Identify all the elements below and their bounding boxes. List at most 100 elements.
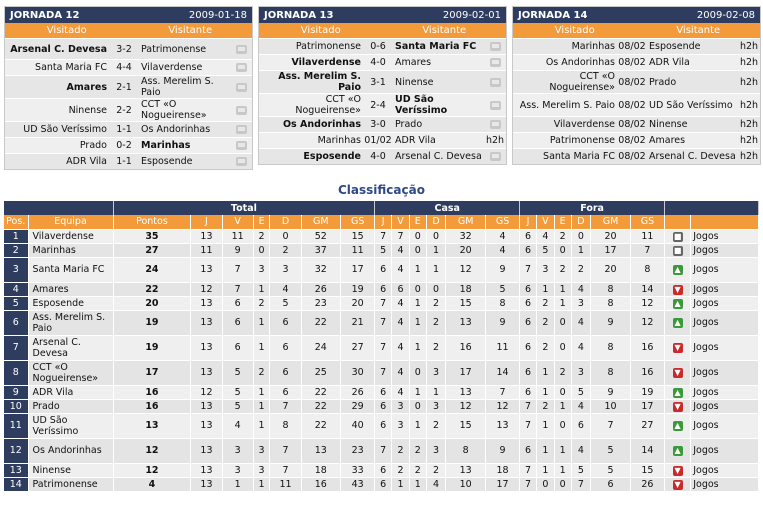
home-team[interactable]: Ass. Merelim S. Paio — [519, 99, 615, 111]
h2h-link[interactable]: h2h — [739, 76, 759, 88]
home-team[interactable]: Vilaverdense — [553, 119, 615, 130]
home-team[interactable]: Santa Maria FC — [35, 62, 107, 73]
team-name[interactable]: Vilaverdense — [28, 228, 114, 243]
match-row[interactable]: CCT «O Nogueirense» 08/02 Prado h2h — [513, 70, 760, 93]
match-row[interactable]: CCT «O Nogueirense» 2-4 UD São Veríssimo — [259, 93, 506, 116]
match-row[interactable]: Marinhas 08/02 Esposende h2h — [513, 38, 760, 54]
away-team[interactable]: Vilaverdense — [141, 62, 203, 73]
home-team[interactable]: Vilaverdense — [291, 57, 361, 68]
away-team[interactable]: Esposende — [649, 41, 701, 52]
team-name[interactable]: Patrimonense — [28, 476, 114, 491]
tv-icon[interactable] — [230, 60, 252, 75]
h2h-link[interactable]: h2h — [739, 99, 759, 111]
home-team[interactable]: Patrimonense — [295, 41, 361, 52]
home-team[interactable]: CCT «O Nogueirense» — [295, 94, 361, 116]
tv-icon[interactable] — [230, 99, 252, 121]
match-row[interactable]: ADR Vila 1-1 Esposende — [5, 153, 252, 169]
tv-icon[interactable] — [230, 154, 252, 169]
team-name[interactable]: Os Andorinhas — [28, 437, 114, 463]
games-link[interactable]: Jogos — [690, 228, 759, 243]
match-row[interactable]: Marinhas 01/02 ADR Vila h2h — [259, 132, 506, 148]
tv-icon[interactable] — [484, 94, 506, 116]
home-team[interactable]: Os Andorinhas — [282, 119, 361, 130]
tv-icon[interactable] — [230, 138, 252, 153]
match-row[interactable]: Os Andorinhas 08/02 ADR Vila h2h — [513, 54, 760, 70]
match-row[interactable]: Santa Maria FC 4-4 Vilaverdense — [5, 59, 252, 75]
match-row[interactable]: Santa Maria FC 08/02 Arsenal C. Devesa h… — [513, 148, 760, 164]
tv-icon[interactable] — [230, 122, 252, 137]
team-name[interactable]: Ninense — [28, 462, 114, 477]
away-team[interactable]: Marinhas — [141, 140, 191, 151]
home-team[interactable]: UD São Veríssimo — [23, 124, 107, 135]
home-team[interactable]: ADR Vila — [66, 156, 107, 167]
h2h-link[interactable]: h2h — [739, 119, 759, 130]
home-team[interactable]: Marinhas — [571, 41, 615, 52]
match-row[interactable]: UD São Veríssimo 1-1 Os Andorinhas — [5, 121, 252, 137]
team-name[interactable]: Ass. Merelim S. Paio — [28, 309, 114, 335]
match-row[interactable]: Amares 2-1 Ass. Merelim S. Paio — [5, 75, 252, 98]
away-team[interactable]: Prado — [395, 119, 423, 130]
h2h-link[interactable]: h2h — [739, 41, 759, 52]
team-name[interactable]: ADR Vila — [28, 384, 114, 399]
away-team[interactable]: UD São Veríssimo — [395, 94, 448, 116]
games-link[interactable]: Jogos — [690, 462, 759, 477]
away-team[interactable]: Ninense — [649, 119, 688, 130]
home-team[interactable]: Esposende — [303, 151, 361, 162]
match-row[interactable]: Vilaverdense 4-0 Amares — [259, 54, 506, 70]
tv-icon[interactable] — [484, 39, 506, 54]
tv-icon[interactable] — [230, 76, 252, 98]
team-name[interactable]: Santa Maria FC — [28, 256, 114, 282]
away-team[interactable]: ADR Vila — [395, 135, 436, 146]
games-link[interactable]: Jogos — [690, 309, 759, 335]
team-name[interactable]: Arsenal C. Devesa — [28, 334, 114, 360]
away-team[interactable]: Santa Maria FC — [395, 41, 477, 52]
home-team[interactable]: Os Andorinhas — [545, 57, 615, 68]
games-link[interactable]: Jogos — [690, 412, 759, 438]
match-row[interactable]: Patrimonense 08/02 Amares h2h — [513, 132, 760, 148]
home-team[interactable]: Amares — [66, 81, 107, 93]
h2h-link[interactable]: h2h — [739, 57, 759, 68]
tv-icon[interactable] — [484, 117, 506, 132]
team-name[interactable]: Amares — [28, 281, 114, 296]
home-team[interactable]: Ass. Merelim S. Paio — [278, 71, 361, 93]
home-team[interactable]: Patrimonense — [549, 135, 615, 146]
tv-icon[interactable] — [484, 55, 506, 70]
games-link[interactable]: Jogos — [690, 334, 759, 360]
tv-icon[interactable] — [484, 71, 506, 93]
team-name[interactable]: Prado — [28, 398, 114, 413]
away-team[interactable]: CCT «O Nogueirense» — [141, 99, 207, 121]
match-row[interactable]: Ass. Merelim S. Paio 3-1 Ninense — [259, 70, 506, 93]
away-team[interactable]: Os Andorinhas — [141, 124, 211, 135]
games-link[interactable]: Jogos — [690, 281, 759, 296]
games-link[interactable]: Jogos — [690, 398, 759, 413]
home-team[interactable]: Santa Maria FC — [543, 151, 615, 162]
match-row[interactable]: Esposende 4-0 Arsenal C. Devesa — [259, 148, 506, 164]
match-row[interactable]: Patrimonense 0-6 Santa Maria FC — [259, 38, 506, 54]
games-link[interactable]: Jogos — [690, 384, 759, 399]
home-team[interactable]: Ninense — [68, 104, 107, 116]
games-link[interactable]: Jogos — [690, 295, 759, 310]
away-team[interactable]: Arsenal C. Devesa — [395, 151, 482, 162]
match-row[interactable]: Os Andorinhas 3-0 Prado — [259, 116, 506, 132]
home-team[interactable]: Marinhas — [317, 135, 361, 146]
home-team[interactable]: CCT «O Nogueirense» — [549, 71, 615, 93]
away-team[interactable]: ADR Vila — [649, 57, 690, 68]
games-link[interactable]: Jogos — [690, 437, 759, 463]
away-team[interactable]: Amares — [395, 57, 432, 68]
match-row[interactable]: Ninense 2-2 CCT «O Nogueirense» — [5, 98, 252, 121]
away-team[interactable]: Esposende — [141, 156, 193, 167]
games-link[interactable]: Jogos — [690, 476, 759, 491]
away-team[interactable]: UD São Veríssimo — [649, 99, 733, 111]
match-row[interactable]: Ass. Merelim S. Paio 08/02 UD São Veríss… — [513, 93, 760, 116]
team-name[interactable]: Marinhas — [28, 242, 114, 257]
h2h-link[interactable]: h2h — [485, 135, 505, 146]
away-team[interactable]: Prado — [649, 76, 677, 88]
match-row[interactable]: Prado 0-2 Marinhas — [5, 137, 252, 153]
home-team[interactable]: Prado — [79, 140, 107, 151]
team-name[interactable]: CCT «O Nogueirense» — [28, 359, 114, 385]
tv-icon[interactable] — [484, 149, 506, 164]
team-name[interactable]: UD São Veríssimo — [28, 412, 114, 438]
games-link[interactable]: Jogos — [690, 256, 759, 282]
h2h-link[interactable]: h2h — [739, 135, 759, 146]
match-row[interactable]: Arsenal C. Devesa 3-2 Patrimonense — [5, 38, 252, 59]
